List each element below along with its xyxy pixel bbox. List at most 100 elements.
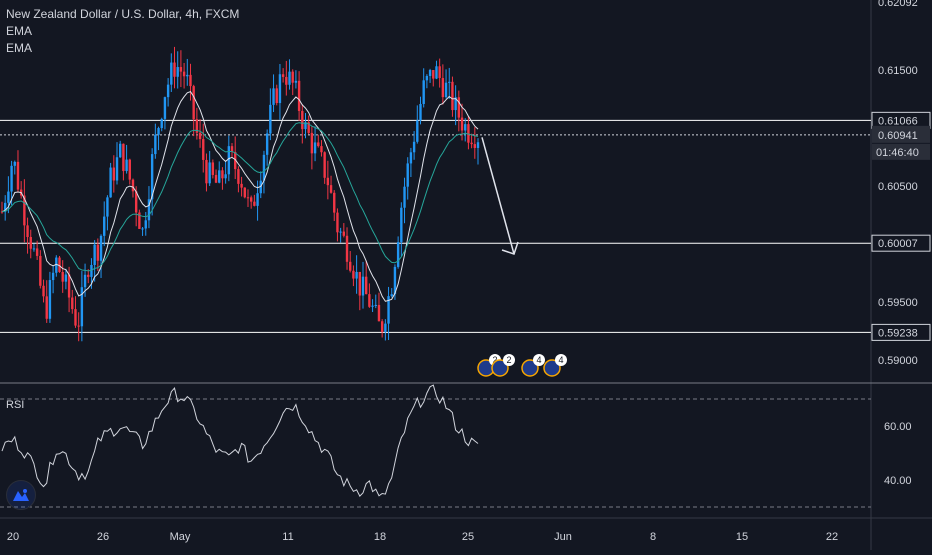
arrow-down-icon[interactable] [501,241,519,255]
candle[interactable] [10,165,13,192]
candle[interactable] [345,235,349,262]
candle[interactable] [234,151,237,170]
candle[interactable] [464,124,467,131]
candle[interactable] [144,220,147,229]
candle[interactable] [147,199,151,221]
candle[interactable] [336,212,339,233]
candle[interactable] [297,80,301,111]
candle[interactable] [166,84,170,98]
candle[interactable] [208,162,211,184]
candle[interactable] [454,97,457,111]
candle[interactable] [182,71,186,77]
candle[interactable] [141,228,144,230]
ema-fast-line[interactable] [1,90,479,302]
candle[interactable] [384,323,387,332]
candle[interactable] [451,81,454,111]
candle[interactable] [122,143,125,172]
event-flag-icon[interactable] [543,359,561,377]
candle[interactable] [237,169,240,184]
candle[interactable] [26,225,29,238]
candle[interactable] [55,257,58,273]
candle[interactable] [377,304,381,322]
candle[interactable] [249,197,253,202]
candle[interactable] [205,159,208,184]
candle[interactable] [412,141,416,153]
candle[interactable] [23,195,26,226]
candle[interactable] [67,274,71,298]
candle[interactable] [361,276,365,296]
candle[interactable] [396,242,400,267]
candle[interactable] [64,274,68,282]
candle[interactable] [42,285,45,297]
candle[interactable] [218,170,221,183]
candle[interactable] [157,128,160,135]
candle[interactable] [425,75,429,81]
candle[interactable] [195,119,199,133]
candle[interactable] [61,271,64,282]
candle[interactable] [253,201,256,206]
candle[interactable] [154,134,157,155]
candle[interactable] [87,274,90,277]
candle[interactable] [470,142,473,145]
candle[interactable] [333,192,336,213]
candle[interactable] [329,185,333,193]
candle[interactable] [406,163,409,187]
candle[interactable] [48,280,52,319]
candle[interactable] [0,211,4,213]
candle[interactable] [189,74,192,87]
candle[interactable] [460,117,464,131]
candle[interactable] [419,103,422,121]
candle[interactable] [77,325,80,327]
candle[interactable] [39,255,42,286]
candle[interactable] [115,157,119,181]
candle[interactable] [131,179,135,192]
candle[interactable] [138,212,141,229]
candle[interactable] [422,80,425,104]
candle[interactable] [272,88,275,105]
candle[interactable] [214,174,218,183]
candle[interactable] [224,174,227,179]
candle[interactable] [93,244,96,265]
candle[interactable] [240,183,243,188]
candle[interactable] [163,97,167,119]
candle[interactable] [186,74,189,77]
ema-slow-line[interactable] [1,122,479,272]
candle[interactable] [170,62,173,85]
candle[interactable] [416,120,419,142]
candle[interactable] [281,74,285,77]
candle[interactable] [476,142,480,148]
candle[interactable] [32,248,36,250]
candle[interactable] [342,231,346,236]
candle[interactable] [134,191,138,213]
candle[interactable] [371,305,374,307]
candle[interactable] [35,248,39,256]
candle[interactable] [307,122,310,133]
candle[interactable] [358,271,361,296]
candle[interactable] [29,237,32,249]
candle[interactable] [74,309,77,326]
candle[interactable] [179,67,183,72]
candle[interactable] [326,177,330,186]
projection-arrow-line[interactable] [481,137,515,255]
candle[interactable] [349,261,352,271]
candle[interactable] [3,202,7,212]
candle[interactable] [441,78,445,98]
candle[interactable] [160,118,163,129]
candle[interactable] [119,143,122,158]
candle[interactable] [198,132,202,140]
candle[interactable] [364,276,368,295]
candle[interactable] [288,71,291,85]
candle[interactable] [45,296,48,319]
candle[interactable] [390,294,393,297]
candle[interactable] [150,154,154,200]
candle[interactable] [473,144,477,148]
candle[interactable] [243,187,246,198]
candle[interactable] [202,139,205,160]
candle[interactable] [246,197,250,199]
candle[interactable] [304,122,307,130]
candle[interactable] [374,304,377,306]
candle[interactable] [221,170,224,179]
ema-indicator-label-2[interactable]: EMA [6,41,33,55]
candle[interactable] [125,159,128,172]
candle[interactable] [80,287,84,327]
